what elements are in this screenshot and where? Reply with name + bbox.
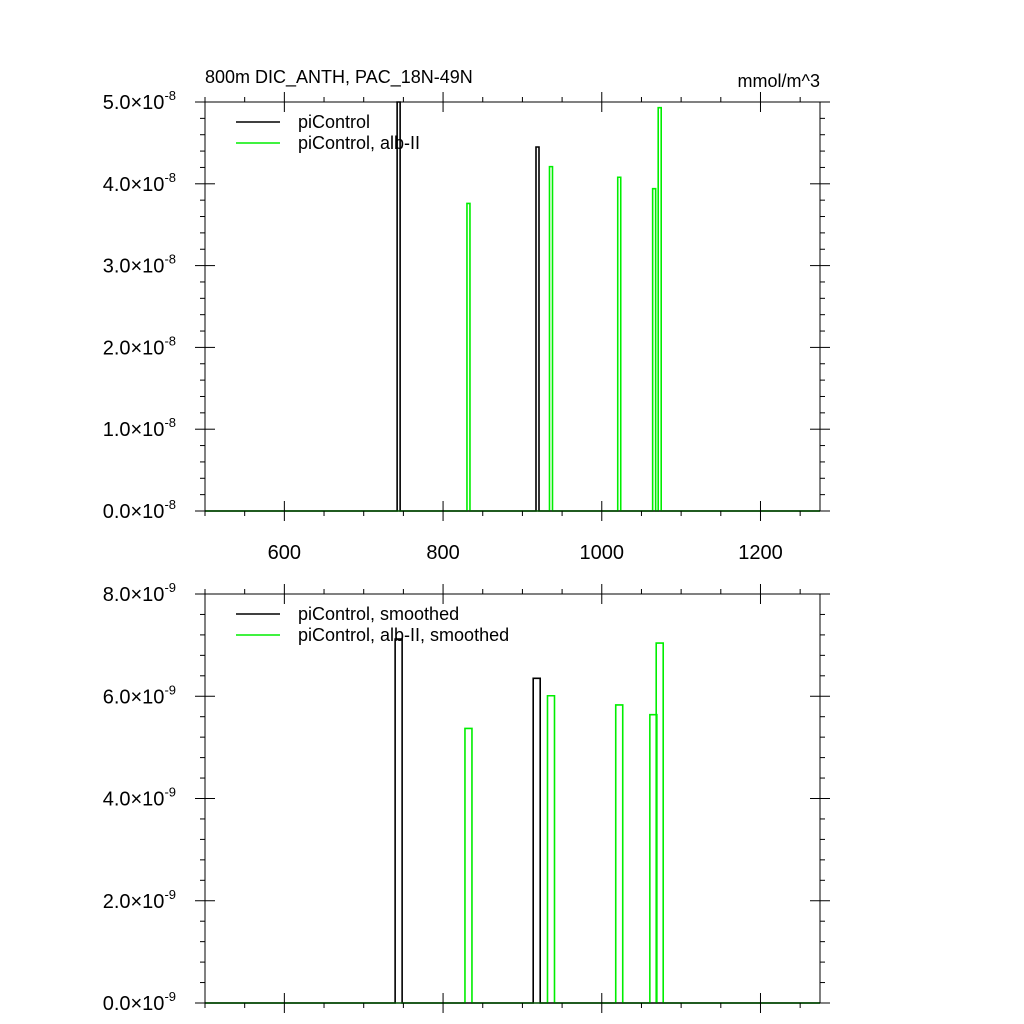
x-tick-label: 1000: [580, 542, 625, 564]
chart-title: 800m DIC_ANTH, PAC_18N-49N: [205, 67, 473, 88]
legend-label: piControl, smoothed: [298, 604, 459, 624]
y-tick-label: 4.0×10-9: [103, 785, 176, 811]
plot-frame: [204, 101, 821, 512]
x-tick-label: 800: [426, 542, 459, 564]
top-panel: 600 800 1000 1200 0.0×10-8 1.0×10-8 2.0×10-8 3.…: [103, 88, 830, 564]
x-tick-label: 600: [268, 542, 301, 564]
y-tick-label: 8.0×10-9: [103, 580, 176, 606]
legend-label: piControl, alb-II, smoothed: [298, 625, 509, 645]
y-tick-label: 5.0×10-8: [103, 88, 176, 114]
y-tick-label: 3.0×10-8: [103, 252, 176, 278]
legend-label: piControl, alb-II: [298, 133, 420, 153]
series-line-2: [205, 106, 820, 512]
x-tick-label: 1200: [738, 542, 783, 564]
series-line-2: [205, 642, 820, 1004]
y-tick-label: 0.0×10-9: [103, 989, 176, 1015]
bottom-panel: 0.0×10-9 2.0×10-9 4.0×10-9 6.0×10-9 8.0×10-9…: [103, 580, 830, 1015]
y-tick-label: 2.0×10-8: [103, 333, 176, 359]
units-label: mmol/m^3: [738, 71, 820, 91]
y-tick-label: 1.0×10-8: [103, 415, 176, 441]
legend-label: piControl: [298, 112, 370, 132]
y-tick-label: 0.0×10-8: [103, 497, 176, 523]
y-tick-label: 4.0×10-8: [103, 170, 176, 196]
y-tick-label: 2.0×10-9: [103, 887, 176, 913]
y-tick-label: 6.0×10-9: [103, 682, 176, 708]
